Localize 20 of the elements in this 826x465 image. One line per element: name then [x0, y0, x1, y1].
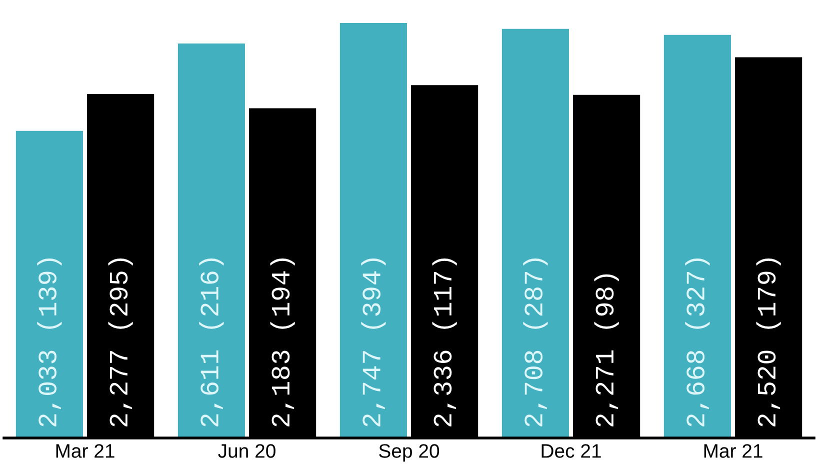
- data-label: 2,668 (327): [685, 258, 710, 426]
- data-label: 2,747 (394): [361, 258, 386, 426]
- x-tick-label: Mar 21: [56, 444, 114, 458]
- data-label: 2,611 (216): [199, 258, 224, 426]
- bar: [502, 28, 569, 438]
- x-tick-label: Mar 21: [704, 444, 762, 458]
- data-label: 2,033 (139): [37, 258, 62, 426]
- data-label: 2,336 (117): [432, 258, 457, 426]
- x-tick-label: Dec 21: [542, 444, 601, 458]
- x-tick-label: Jun 20: [218, 444, 276, 458]
- bar: [178, 44, 245, 438]
- data-label: 2,520 (179): [756, 258, 781, 426]
- data-label: 2,271 (98): [594, 274, 619, 426]
- bar: [16, 130, 83, 438]
- bar: [340, 23, 407, 438]
- x-tick-label: Sep 20: [379, 444, 440, 462]
- bar: [664, 34, 731, 438]
- data-label: 2,183 (194): [270, 258, 295, 426]
- data-label: 2,708 (287): [523, 258, 548, 426]
- data-label: 2,277 (295): [108, 258, 133, 426]
